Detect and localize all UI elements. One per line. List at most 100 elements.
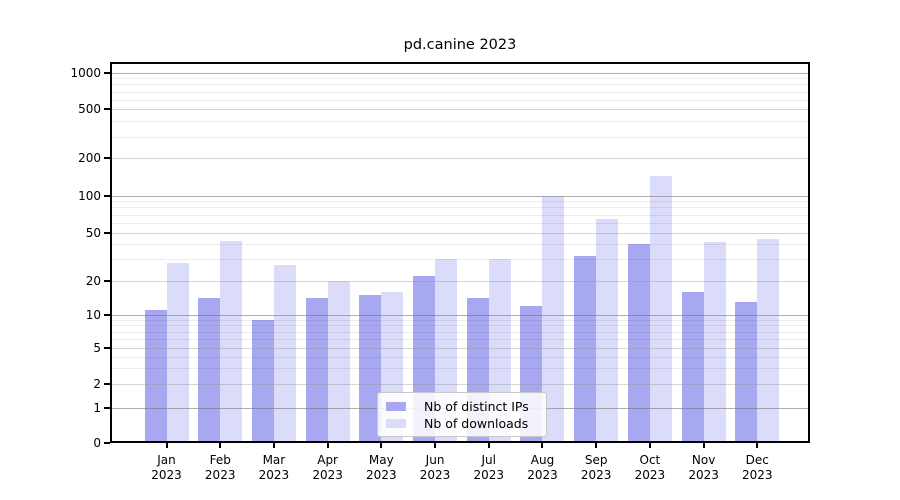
bar-downloads-feb (220, 240, 243, 443)
y-tick-mark (104, 157, 110, 160)
gridline-minor (110, 244, 810, 246)
gridline-minor (110, 222, 810, 224)
legend-swatch-distinct-ips (386, 402, 406, 411)
gridline-minor (110, 91, 810, 93)
x-tick-mark (434, 443, 437, 448)
x-axis-tick-label: Apr 2023 (312, 453, 343, 482)
bar-distinct-ips-nov (681, 291, 704, 443)
x-axis-tick-label: May 2023 (366, 453, 397, 482)
y-tick-mark (104, 383, 110, 386)
gridline-minor (110, 201, 810, 203)
x-axis-tick-label: Jan 2023 (151, 453, 182, 482)
x-tick-mark (272, 443, 275, 448)
x-tick-mark (702, 443, 705, 448)
bar-downloads-jan (166, 263, 189, 443)
bar-distinct-ips-apr (305, 298, 328, 443)
gridline-minor (110, 356, 810, 358)
bar-downloads-dec (757, 239, 780, 443)
gridline (110, 280, 810, 282)
legend-swatch-downloads (386, 419, 406, 428)
gridline-minor (110, 136, 810, 138)
y-axis-tick-label: 0 (93, 435, 101, 450)
x-axis-tick-label: Oct 2023 (634, 453, 666, 482)
gridline-minor (110, 207, 810, 209)
bar-distinct-ips-jan (144, 309, 167, 443)
x-axis-tick-label: Sep 2023 (580, 453, 612, 482)
x-tick-mark (380, 443, 383, 448)
x-tick-mark (219, 443, 222, 448)
x-axis-tick-label: Feb 2023 (204, 453, 236, 482)
y-axis-tick-label: 1 (93, 400, 101, 415)
gridline-minor (110, 319, 810, 321)
legend-item-distinct-ips: Nb of distinct IPs (386, 398, 538, 415)
bar-distinct-ips-feb (198, 298, 221, 443)
gridline (110, 158, 810, 160)
gridline-minor (110, 259, 810, 261)
y-tick-mark (104, 406, 110, 409)
gridline-minor (110, 368, 810, 370)
legend-label: Nb of downloads (424, 416, 529, 431)
y-tick-mark (104, 71, 110, 74)
gridline (110, 109, 810, 111)
chart-title: pd.canine 2023 (403, 37, 517, 53)
gridline-minor (110, 214, 810, 216)
gridline-minor (110, 121, 810, 123)
y-tick-mark (104, 279, 110, 282)
y-axis-tick-label: 10 (85, 307, 101, 322)
y-tick-mark (104, 346, 110, 349)
y-axis-tick-label: 5 (93, 340, 101, 355)
gridline (110, 232, 810, 234)
x-axis-tick-label: Dec 2023 (742, 453, 773, 482)
gridline-minor (110, 99, 810, 101)
gridline-major (110, 195, 810, 197)
gridline-minor (110, 84, 810, 86)
x-tick-mark (541, 443, 544, 448)
x-axis-tick-label: Mar 2023 (258, 453, 290, 482)
gridline-major (110, 314, 810, 316)
x-tick-mark (487, 443, 490, 448)
gridline-minor (110, 325, 810, 327)
gridline-minor (110, 331, 810, 333)
legend: Nb of distinct IPs Nb of downloads (377, 392, 547, 437)
y-axis-tick-label: 1000 (70, 65, 101, 80)
bar-downloads-sep (596, 218, 619, 443)
bar-downloads-aug (542, 195, 565, 443)
bar-downloads-oct (649, 175, 672, 443)
y-axis-tick-label: 50 (85, 225, 101, 240)
y-axis-tick-label: 100 (78, 188, 101, 203)
x-axis-tick-label: Jun 2023 (419, 453, 451, 482)
gridline-major (110, 72, 810, 74)
bar-downloads-apr (327, 280, 350, 443)
bar-distinct-ips-may (359, 294, 382, 443)
y-axis-tick-label: 500 (78, 102, 101, 117)
y-tick-mark (104, 313, 110, 316)
y-axis-tick-label: 2 (93, 377, 101, 392)
y-tick-mark (104, 441, 110, 444)
x-tick-mark (648, 443, 651, 448)
bar-downloads-nov (703, 241, 726, 443)
legend-label: Nb of distinct IPs (424, 399, 529, 414)
x-tick-mark (326, 443, 329, 448)
bar-downloads-mar (273, 264, 296, 443)
y-tick-mark (104, 108, 110, 111)
y-axis-tick-label: 20 (85, 273, 101, 288)
bar-distinct-ips-mar (251, 319, 274, 443)
gridline (110, 384, 810, 386)
x-tick-mark (165, 443, 168, 448)
x-tick-mark (595, 443, 598, 448)
legend-item-downloads: Nb of downloads (386, 415, 538, 432)
x-axis-tick-label: Nov 2023 (688, 453, 719, 482)
y-tick-mark (104, 194, 110, 197)
y-tick-mark (104, 231, 110, 234)
x-axis-tick-label: Aug 2023 (527, 453, 558, 482)
gridline (110, 347, 810, 349)
bar-distinct-ips-dec (735, 301, 758, 443)
bar-distinct-ips-oct (627, 244, 650, 443)
x-axis-tick-label: Jul 2023 (473, 453, 505, 482)
y-axis-tick-label: 200 (78, 151, 101, 166)
x-tick-mark (756, 443, 759, 448)
gridline-minor (110, 78, 810, 80)
bar-distinct-ips-sep (574, 256, 597, 443)
gridline-minor (110, 338, 810, 340)
